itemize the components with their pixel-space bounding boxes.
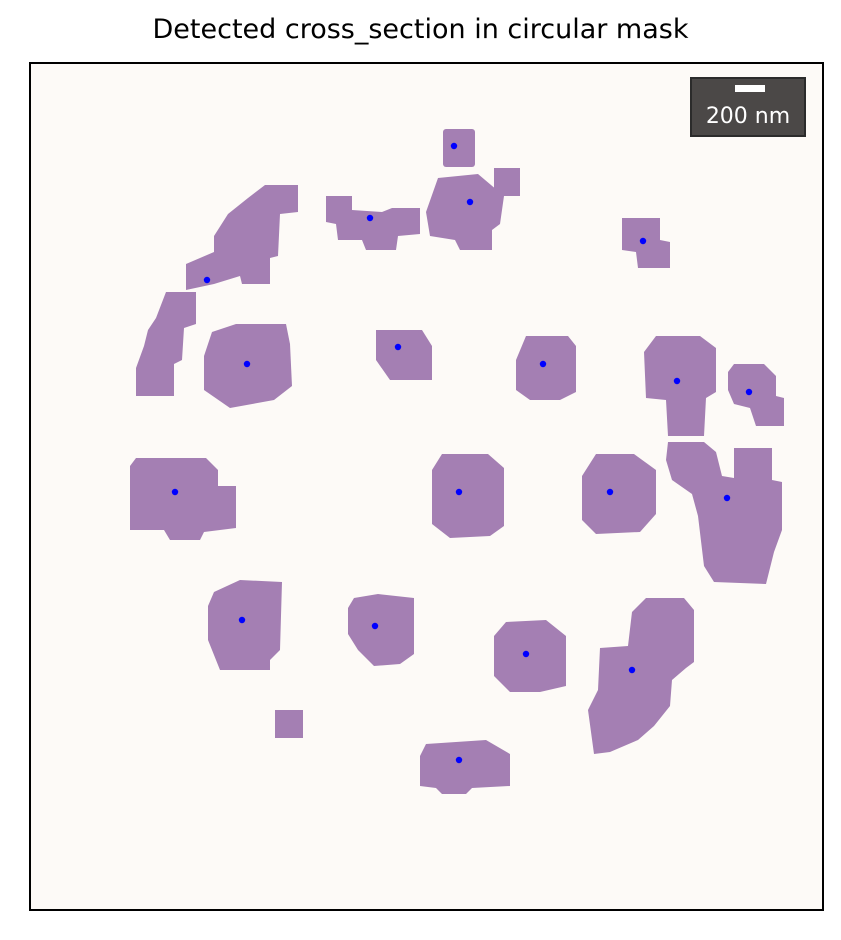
centroid-17-marker <box>522 650 530 658</box>
centroid-08-marker <box>539 360 547 368</box>
centroid-15-marker <box>238 616 246 624</box>
mask-region <box>666 442 782 584</box>
scale-bar: 200 nm <box>690 77 806 137</box>
mask-region <box>622 218 670 268</box>
mask-region <box>443 129 475 167</box>
centroid-19-marker <box>455 756 463 764</box>
mask-region <box>208 580 282 670</box>
centroid-01-marker <box>450 142 458 150</box>
mask-regions <box>130 129 784 794</box>
centroid-06-marker <box>243 360 251 368</box>
mask-region <box>588 598 694 754</box>
mask-region <box>130 458 236 540</box>
mask-region <box>275 710 303 738</box>
scale-bar-label: 200 nm <box>705 104 791 129</box>
figure-title: Detected cross_section in circular mask <box>152 14 689 45</box>
centroid-04-marker <box>639 237 647 245</box>
centroid-13-marker <box>606 488 614 496</box>
mask-region <box>348 594 414 666</box>
mask-region <box>432 454 504 538</box>
mask-region <box>186 185 298 290</box>
scale-bar-line <box>735 85 765 92</box>
mask-region <box>494 620 566 692</box>
centroid-14-marker <box>723 494 731 502</box>
mask-region <box>582 454 656 534</box>
mask-region <box>516 336 576 400</box>
mask-region <box>728 364 784 426</box>
mask-region <box>420 740 510 794</box>
centroid-11-marker <box>171 488 179 496</box>
mask-region <box>376 330 432 380</box>
centroid-03-marker <box>366 214 374 222</box>
mask-region <box>136 292 196 396</box>
centroid-09-marker <box>673 377 681 385</box>
centroid-16-marker <box>371 622 379 630</box>
centroid-05-marker <box>203 276 211 284</box>
mask-region <box>426 168 520 250</box>
centroid-02-marker <box>466 198 474 206</box>
centroid-18-marker <box>628 666 636 674</box>
centroid-10-marker <box>745 388 753 396</box>
mask-region <box>326 196 420 250</box>
centroid-12-marker <box>455 488 463 496</box>
centroid-07-marker <box>394 343 402 351</box>
mask-region <box>644 336 716 436</box>
